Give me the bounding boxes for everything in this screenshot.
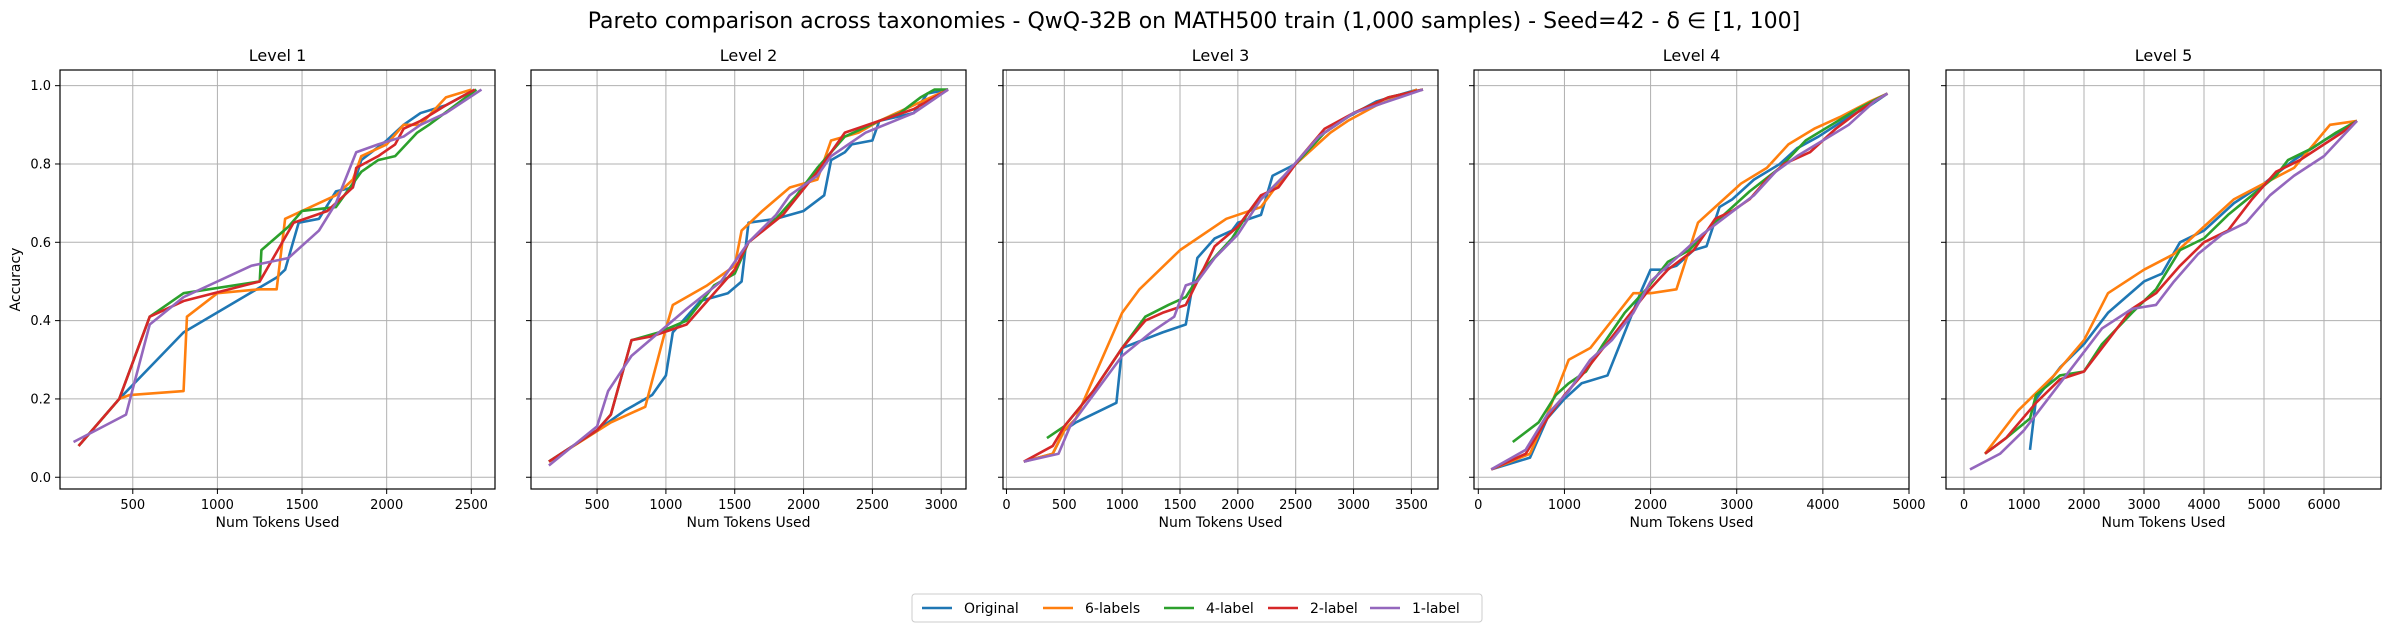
- panels: 500 1000 1500 2000 2500 0.0 0.2 0.4 0.6 0.8 1.0 Lev…: [8, 46, 2382, 531]
- panel-title: Level 2: [720, 46, 778, 65]
- legend-label: 2-label: [1310, 601, 1358, 617]
- x-axis-label: Num Tokens Used: [686, 515, 810, 531]
- x-tick-label: 6000: [2307, 498, 2340, 513]
- x-tick-label: 2000: [1221, 498, 1254, 513]
- x-tick-label: 2500: [856, 498, 889, 513]
- x-tick-label: 3500: [1395, 498, 1428, 513]
- x-tick-label: 2000: [1634, 498, 1667, 513]
- x-tick-label: 1000: [649, 498, 682, 513]
- x-tick-label: 2500: [455, 498, 488, 513]
- panel-title: Level 1: [249, 46, 307, 65]
- x-tick-label: 1000: [201, 498, 234, 513]
- y-tick-label: 1.0: [30, 79, 51, 94]
- y-tick-label: 0.0: [30, 471, 51, 486]
- x-tick-label: 1500: [1163, 498, 1196, 513]
- plot-frame: [1002, 69, 1439, 490]
- plot-frame: [59, 69, 496, 490]
- x-tick-label: 5000: [2247, 498, 2280, 513]
- panel-level-2: 500 1000 1500 2000 2500 3000 Level 2 Num Tokens…: [526, 46, 967, 531]
- series-line-1-label: [1023, 88, 1424, 463]
- series-line-6-labels: [1490, 92, 1889, 471]
- series-line-1-label: [72, 88, 483, 444]
- x-tick-label: 500: [1052, 498, 1077, 513]
- x-axis-label: Num Tokens Used: [1158, 515, 1282, 531]
- series-line-6-labels: [1983, 119, 2358, 455]
- series-line-2-label: [1984, 119, 2358, 455]
- legend-label: 6-labels: [1085, 601, 1140, 617]
- x-tick-label: 3000: [1720, 498, 1753, 513]
- series-line-original: [77, 88, 476, 447]
- panel-level-1: 500 1000 1500 2000 2500 0.0 0.2 0.4 0.6 0.8 1.0 Lev…: [8, 46, 496, 531]
- series-line-1-label: [1490, 92, 1889, 471]
- legend-label: 4-label: [1206, 601, 1254, 617]
- plot-area: [531, 70, 966, 489]
- x-tick-label: 5000: [1892, 498, 1925, 513]
- panel-level-3: 0 500 1000 1500 2000 2500 3000 3500 Level 3 Num T…: [998, 46, 1439, 531]
- series-line-2-label: [548, 88, 949, 463]
- panel-level-5: 0 1000 2000 3000 4000 5000 6000 Level 5 Num Toke…: [1941, 46, 2382, 531]
- panel-title: Level 5: [2135, 46, 2193, 65]
- panel-title: Level 3: [1192, 46, 1250, 65]
- x-axis-label: Num Tokens Used: [1629, 515, 1753, 531]
- panel-level-4: 0 1000 2000 3000 4000 5000 Level 4 Num Tokens U…: [1469, 46, 1926, 531]
- x-tick-label: 500: [120, 498, 145, 513]
- series-line-1-label: [1969, 120, 2358, 471]
- x-tick-label: 3000: [2127, 498, 2160, 513]
- legend-label: Original: [964, 601, 1019, 617]
- x-tick-label: 1000: [1548, 498, 1581, 513]
- legend-box: [911, 593, 1483, 623]
- panel-title: Level 4: [1663, 46, 1721, 65]
- x-tick-label: 3000: [925, 498, 958, 513]
- x-tick-label: 1500: [718, 498, 751, 513]
- x-tick-label: 2500: [1279, 498, 1312, 513]
- y-tick-label: 0.8: [30, 157, 51, 172]
- x-tick-label: 2000: [2067, 498, 2100, 513]
- series-line-2-label: [77, 88, 476, 447]
- x-tick-label: 2000: [370, 498, 403, 513]
- series-line-1-label: [548, 88, 949, 467]
- series-line-4-label: [1984, 119, 2358, 455]
- legend-label: 1-label: [1412, 601, 1460, 617]
- x-tick-label: 3000: [1337, 498, 1370, 513]
- x-axis-label: Num Tokens Used: [2101, 515, 2225, 531]
- series-line-4-label: [77, 88, 478, 447]
- y-tick-label: 0.6: [30, 236, 51, 251]
- x-tick-label: 500: [585, 498, 610, 513]
- legend: Original 6-labels 4-label 2-label 1-label: [911, 593, 1483, 623]
- x-tick-label: 4000: [2187, 498, 2220, 513]
- x-tick-label: 0: [1960, 498, 1968, 513]
- series-line-6-labels: [1023, 88, 1418, 463]
- figure-title: Pareto comparison across taxonomies - Qw…: [588, 9, 1800, 34]
- x-axis-label: Num Tokens Used: [215, 515, 339, 531]
- y-axis-label: Accuracy: [8, 248, 24, 312]
- x-tick-label: 0: [1474, 498, 1482, 513]
- x-tick-label: 1500: [285, 498, 318, 513]
- plot-frame: [1945, 69, 2382, 490]
- x-tick-label: 1000: [2007, 498, 2040, 513]
- y-tick-label: 0.2: [30, 392, 51, 407]
- x-tick-label: 0: [1002, 498, 1010, 513]
- series-line-2-label: [1023, 88, 1424, 463]
- plot-frame: [1473, 69, 1910, 490]
- plot-frame: [530, 69, 967, 490]
- x-tick-label: 4000: [1806, 498, 1839, 513]
- y-tick-label: 0.4: [30, 314, 51, 329]
- x-tick-label: 1000: [1106, 498, 1139, 513]
- x-tick-label: 2000: [787, 498, 820, 513]
